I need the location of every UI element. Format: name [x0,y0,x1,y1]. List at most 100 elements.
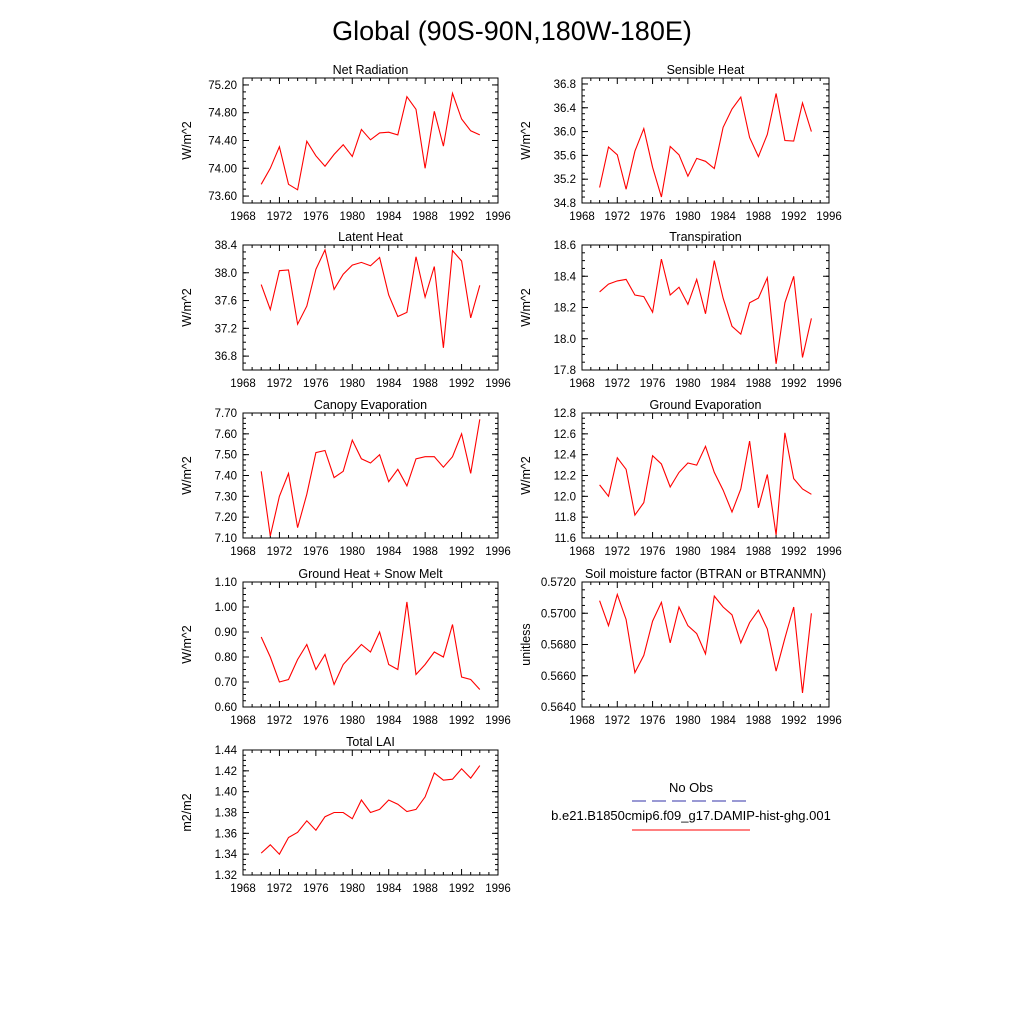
y-tick-label: 18.4 [554,271,577,283]
panel-title: Transpiration [669,230,742,244]
y-tick-label: 34.8 [554,198,576,210]
y-tick-label: 7.10 [215,533,237,545]
x-tick-label: 1976 [303,211,329,223]
x-tick-label: 1968 [569,546,595,558]
plot-frame [581,244,830,371]
x-tick-label: 1988 [412,546,438,558]
y-tick-label: 12.0 [554,491,576,503]
x-tick-label: 1972 [604,715,630,727]
y-tick-label: 38.4 [215,240,238,252]
plot-frame [242,581,499,708]
x-tick-label: 1992 [449,883,475,895]
y-axis-label: W/m^2 [519,288,533,327]
panel-title: Latent Heat [338,230,403,244]
plot-frame [581,412,830,539]
figure-title: Global (90S-90N,180W-180E) [332,16,692,46]
y-tick-label: 7.50 [215,450,237,462]
y-tick-label: 1.38 [215,808,237,820]
legend: No Obs b.e21.B1850cmip6.f09_g17.DAMIP-hi… [551,780,831,831]
x-tick-label: 1984 [710,715,736,727]
y-tick-label: 0.70 [215,677,237,689]
y-tick-label: 1.00 [215,602,237,614]
x-tick-label: 1976 [303,378,329,390]
y-tick-label: 12.4 [554,450,577,462]
y-tick-label: 37.2 [215,323,237,335]
panel-2: Sensible Heat W/m^2 1968 1972 1976 1980 1984 19… [519,63,842,223]
x-tick-label: 1980 [339,546,365,558]
y-tick-label: 7.70 [215,408,237,420]
x-tick-label: 1972 [267,211,293,223]
y-tick-label: 0.90 [215,627,237,639]
x-tick-label: 1976 [303,883,329,895]
y-axis-label: W/m^2 [519,456,533,495]
y-tick-label: 74.00 [208,163,237,175]
x-tick-label: 1980 [675,715,701,727]
y-tick-label: 18.2 [554,303,576,315]
x-tick-label: 1996 [816,378,842,390]
series-line [260,248,481,348]
panel-6: Ground Evaporation W/m^2 1968 1972 1976 1980 1… [519,398,842,558]
series-line [599,258,812,364]
x-tick-label: 1976 [640,211,666,223]
y-tick-label: 1.34 [215,849,238,861]
y-tick-label: 0.5660 [541,671,576,683]
x-tick-label: 1984 [376,211,402,223]
y-tick-label: 7.30 [215,491,237,503]
x-tick-label: 1968 [230,211,256,223]
plot-frame [242,412,499,539]
panel-title: Ground Heat + Snow Melt [298,567,443,581]
x-tick-label: 1972 [604,378,630,390]
x-tick-label: 1992 [781,546,807,558]
y-axis-label: unitless [519,623,533,665]
series-line [260,419,481,537]
x-tick-label: 1972 [267,546,293,558]
x-tick-label: 1992 [449,378,475,390]
plot-frame [242,77,499,204]
y-tick-label: 36.4 [554,103,577,115]
y-tick-label: 35.6 [554,150,576,162]
panel-7: Ground Heat + Snow Melt W/m^2 1968 1972 1976… [180,567,511,727]
y-axis-label: W/m^2 [519,121,533,160]
y-tick-label: 7.20 [215,512,237,524]
series-line [599,93,812,198]
y-tick-label: 38.0 [215,268,237,280]
x-tick-label: 1988 [412,883,438,895]
panels: Net Radiation W/m^2 1968 1972 1976 1980 1984 19… [180,63,842,895]
x-tick-label: 1968 [569,715,595,727]
x-tick-label: 1992 [449,546,475,558]
x-tick-label: 1972 [604,546,630,558]
y-axis-label: W/m^2 [180,288,194,327]
x-tick-label: 1976 [303,546,329,558]
x-tick-label: 1996 [485,883,511,895]
x-tick-label: 1968 [230,378,256,390]
y-tick-label: 1.10 [215,577,237,589]
series-line [260,765,481,856]
x-tick-label: 1972 [267,883,293,895]
x-tick-label: 1996 [485,211,511,223]
x-tick-label: 1976 [640,378,666,390]
y-tick-label: 0.5680 [541,640,576,652]
x-tick-label: 1976 [303,715,329,727]
y-tick-label: 12.8 [554,408,576,420]
x-tick-label: 1988 [746,211,772,223]
x-tick-label: 1968 [569,378,595,390]
x-tick-label: 1996 [816,546,842,558]
panel-8: Soil moisture factor (BTRAN or BTRANMN) u… [519,567,842,727]
series-line [260,91,481,191]
panel-9: Total LAI m2/m2 1968 1972 1976 1980 1984 1988 19… [180,735,511,895]
y-tick-label: 18.6 [554,240,576,252]
series-line [599,592,812,693]
x-tick-label: 1968 [230,715,256,727]
x-tick-label: 1988 [412,378,438,390]
y-axis-label: W/m^2 [180,625,194,664]
x-tick-label: 1972 [267,715,293,727]
x-tick-label: 1980 [675,546,701,558]
panel-3: Latent Heat W/m^2 1968 1972 1976 1980 1984 1988… [180,230,511,390]
y-axis-label: W/m^2 [180,456,194,495]
x-tick-label: 1996 [485,546,511,558]
legend-obs-label: No Obs [669,780,714,795]
y-tick-label: 35.2 [554,174,576,186]
x-tick-label: 1984 [376,378,402,390]
x-tick-label: 1988 [746,546,772,558]
